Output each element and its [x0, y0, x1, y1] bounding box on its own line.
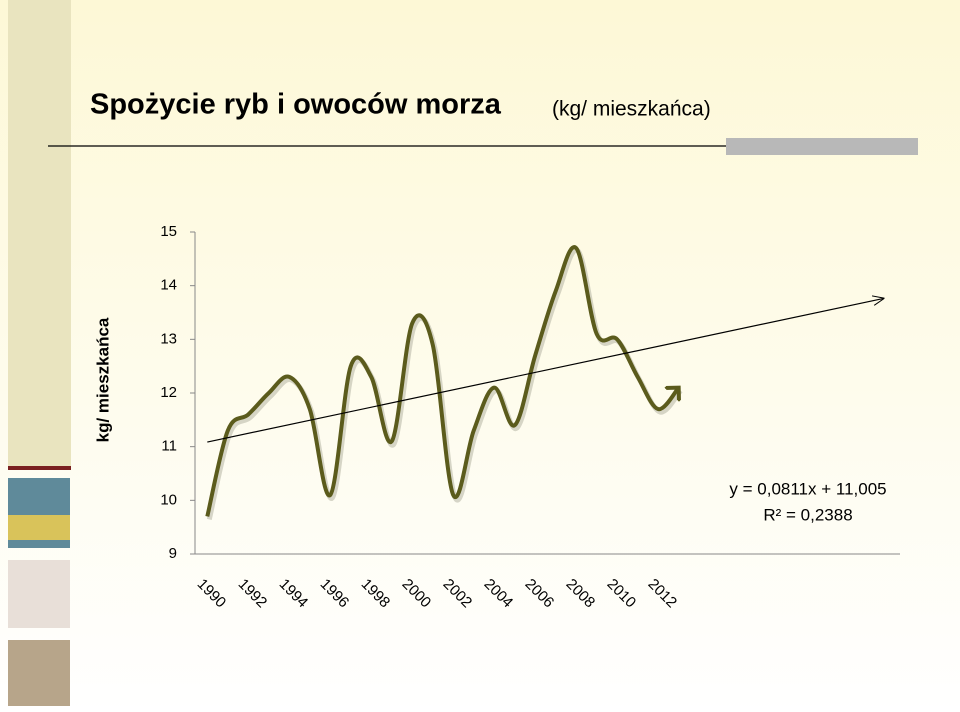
y-tick-label: 15 — [160, 223, 177, 240]
y-axis-label: kg/ mieszkańca — [93, 317, 112, 442]
y-tick-label: 14 — [160, 277, 177, 294]
sidebar — [8, 0, 71, 468]
y-tick-label: 13 — [160, 330, 177, 347]
trend-r-squared: R² = 0,2388 — [763, 505, 852, 524]
photo-boats-detail — [8, 515, 70, 540]
y-tick-label: 12 — [160, 384, 177, 401]
photo-fish — [8, 560, 70, 628]
y-tick-label: 10 — [160, 491, 177, 508]
chart-subtitle: (kg/ mieszkańca) — [552, 98, 711, 121]
trend-line — [207, 298, 883, 443]
photo-port — [8, 640, 70, 706]
y-tick-label: 11 — [161, 438, 177, 455]
series-line — [205, 245, 678, 517]
sidebar-accent — [8, 466, 71, 470]
header-bar — [726, 138, 918, 155]
chart-title: Spożycie ryb i owoców morza — [90, 89, 502, 121]
y-tick-label: 9 — [169, 545, 177, 562]
trend-equation: y = 0,0811x + 11,005 — [729, 479, 886, 498]
